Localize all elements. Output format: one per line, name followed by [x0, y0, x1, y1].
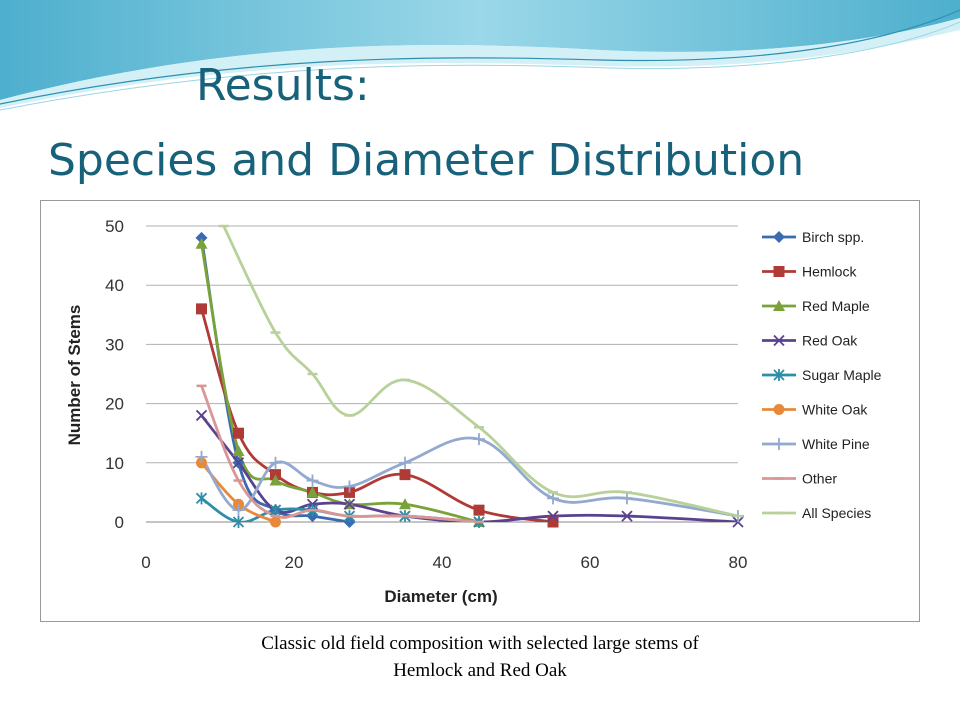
caption-line2: Hemlock and Red Oak [393, 660, 567, 681]
chart-legend: Birch spp. Hemlock Red Maple Red Oak Sugar M… [762, 229, 882, 521]
legend-entry-label: Red Oak [802, 333, 858, 349]
y-axis-label: Number of Stems [65, 305, 84, 446]
data-point [399, 498, 411, 510]
line-chart: 0 10 20 30 40 50 0 20 40 60 80 Number of Stems Dia… [40, 200, 920, 622]
legend-entry-label: Birch spp. [802, 229, 864, 245]
data-point [621, 492, 633, 505]
y-tick-label: 30 [105, 335, 124, 354]
data-point [232, 504, 245, 517]
data-point [195, 492, 208, 505]
chart-border [40, 200, 920, 622]
data-point [196, 303, 207, 315]
x-tick-label: 20 [285, 553, 304, 572]
data-point [269, 504, 282, 517]
caption-line1: Classic old field composition with selec… [261, 633, 699, 654]
data-point [306, 474, 319, 487]
slide-caption: Classic old field composition with selec… [0, 630, 960, 684]
data-point [547, 510, 559, 522]
legend-entry-label: Hemlock [802, 264, 857, 280]
legend-marker [773, 438, 785, 450]
data-point [269, 474, 282, 486]
x-tick-label: 80 [729, 553, 748, 572]
y-tick-label: 20 [105, 395, 124, 414]
data-point [270, 516, 281, 528]
data-point [547, 492, 559, 505]
data-point [233, 427, 244, 439]
series-line [222, 226, 738, 518]
legend-entry-label: White Oak [802, 402, 868, 418]
y-tick-label: 10 [105, 454, 124, 473]
data-point [232, 444, 245, 456]
data-point [343, 498, 356, 510]
legend-entry-label: Sugar Maple [802, 367, 882, 383]
legend-entry-label: All Species [802, 505, 871, 521]
y-tick-label: 0 [115, 513, 124, 532]
x-tick-label: 60 [581, 553, 600, 572]
data-point [547, 516, 559, 528]
legend-marker [773, 231, 785, 243]
legend-marker [773, 334, 785, 347]
data-point [232, 516, 245, 528]
legend-marker [773, 300, 785, 311]
data-point [306, 486, 319, 498]
legend-marker [773, 404, 785, 415]
legend-entry-label: White Pine [802, 436, 870, 452]
y-tick-label: 50 [105, 217, 124, 236]
data-point [269, 456, 282, 469]
data-point [343, 480, 356, 493]
data-point [473, 433, 485, 446]
data-point [195, 409, 208, 422]
x-axis-label: Diameter (cm) [384, 587, 497, 606]
legend-entry-label: Other [802, 471, 837, 487]
x-tick-label: 40 [433, 553, 452, 572]
data-point [399, 456, 411, 469]
data-point [399, 469, 411, 481]
x-tick-label: 0 [141, 553, 150, 572]
slide-title-line2: Species and Diameter Distribution [48, 135, 805, 186]
data-point [621, 510, 633, 522]
decorative-wave-banner [0, 0, 960, 111]
data-point [473, 504, 485, 516]
data-point [195, 450, 208, 463]
slide-title-line1: Results: [196, 60, 370, 111]
legend-entry-label: Red Maple [802, 298, 870, 314]
legend-marker [773, 266, 785, 277]
data-point [232, 457, 245, 469]
legend-marker [773, 369, 785, 381]
y-tick-label: 40 [105, 276, 124, 295]
data-point [195, 237, 208, 249]
